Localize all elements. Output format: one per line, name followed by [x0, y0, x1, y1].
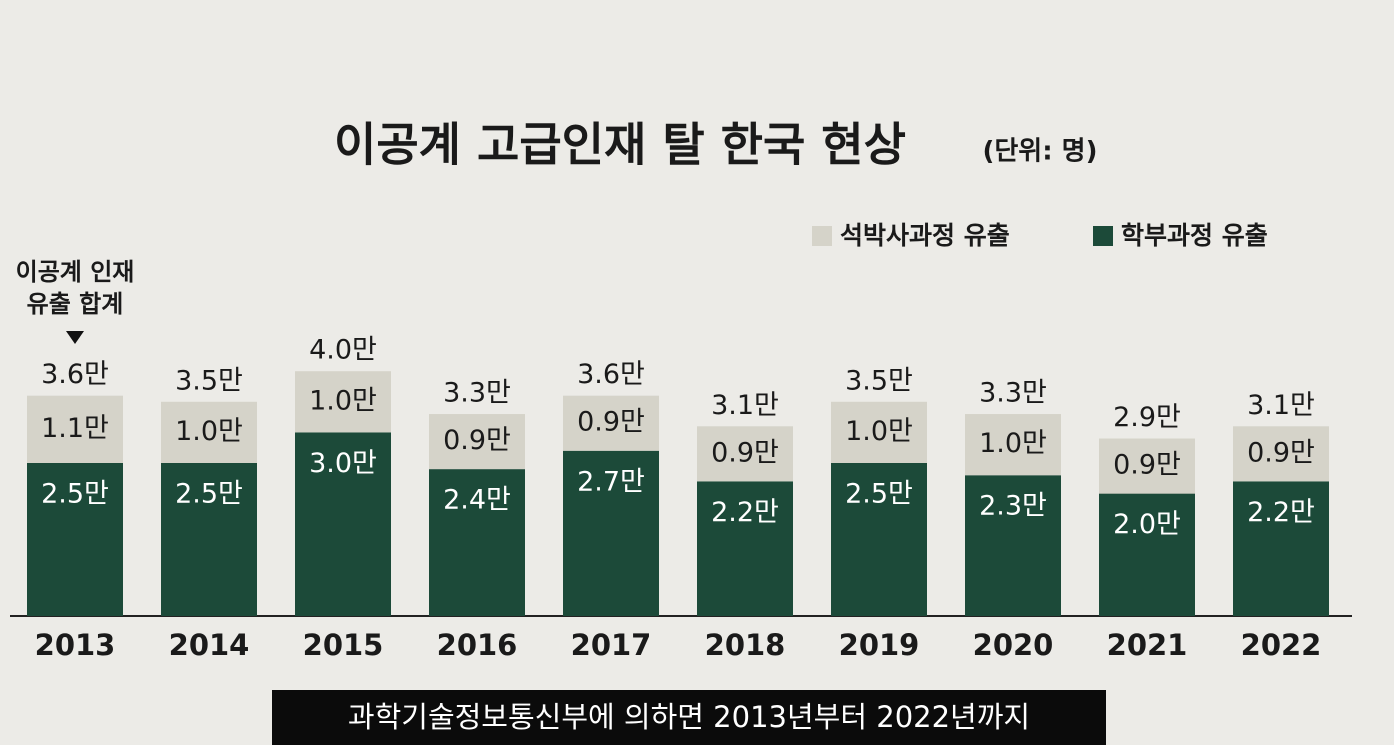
value-label: 1.0만: [979, 428, 1047, 459]
bar-segment: [965, 475, 1061, 616]
bar-segment: [1233, 481, 1329, 616]
value-label: 2.5만: [175, 479, 243, 510]
x-tick-label: 2021: [1107, 628, 1188, 662]
value-label: 1.1만: [41, 413, 109, 444]
bar-segment: [563, 395, 659, 451]
annotation-arrow: [66, 331, 84, 344]
bar-segment: [27, 395, 123, 463]
bar-segment: [1099, 438, 1195, 494]
bar-segment: [161, 463, 257, 616]
value-label: 2.5만: [41, 479, 109, 510]
value-label: 0.9만: [443, 425, 511, 456]
value-label: 1.0만: [845, 416, 913, 447]
value-label: 2.3만: [979, 491, 1047, 522]
value-label: 0.9만: [711, 437, 779, 468]
legend-label: 석박사과정 유출: [840, 221, 1010, 250]
value-label: 0.9만: [1113, 450, 1181, 481]
bar-segment: [295, 371, 391, 433]
legend-swatch: [812, 226, 832, 246]
caption-box: [272, 690, 1106, 745]
caption: 과학기술정보통신부에 의하면 2013년부터 2022년까지: [348, 700, 1030, 734]
value-label: 2.5만: [845, 479, 913, 510]
total-label: 3.3만: [979, 378, 1047, 409]
chart-title: 이공계 고급인재 탈 한국 현상: [334, 118, 906, 172]
unit-label: (단위: 명): [983, 137, 1098, 167]
value-label: 2.2만: [1247, 497, 1315, 528]
total-label: 3.6만: [41, 359, 109, 390]
value-label: 2.2만: [711, 497, 779, 528]
x-tick-label: 2022: [1241, 628, 1322, 662]
bar-segment: [697, 426, 793, 482]
x-tick-label: 2016: [437, 628, 518, 662]
total-label: 3.1만: [1247, 390, 1315, 421]
total-label: 3.5만: [175, 365, 243, 396]
bar-segment: [831, 401, 927, 463]
total-label: 3.1만: [711, 390, 779, 421]
total-label: 3.6만: [577, 359, 645, 390]
value-label: 3.0만: [309, 448, 377, 479]
annotation: 이공계 인재: [16, 258, 135, 286]
bar-segment: [1233, 426, 1329, 482]
x-tick-label: 2013: [35, 628, 116, 662]
total-label: 4.0만: [309, 335, 377, 366]
x-tick-label: 2019: [839, 628, 920, 662]
value-label: 0.9만: [577, 407, 645, 438]
bar-segment: [429, 414, 525, 470]
x-tick-label: 2014: [169, 628, 250, 662]
bar-segment: [831, 463, 927, 616]
value-label: 1.0만: [309, 385, 377, 416]
bar-segment: [563, 450, 659, 616]
bar-segment: [697, 481, 793, 616]
value-label: 2.7만: [577, 466, 645, 497]
bar-segment: [965, 414, 1061, 476]
bar-segment: [295, 432, 391, 616]
bar-segment: [1099, 493, 1195, 616]
x-tick-label: 2015: [303, 628, 384, 662]
legend-label: 학부과정 유출: [1121, 221, 1268, 250]
total-label: 3.5만: [845, 365, 913, 396]
bar-segment: [27, 463, 123, 616]
legend-swatch: [1093, 226, 1113, 246]
x-tick-label: 2020: [973, 628, 1054, 662]
total-label: 3.3만: [443, 378, 511, 409]
total-label: 2.9만: [1113, 402, 1181, 433]
bar-segment: [161, 401, 257, 463]
bar-segment: [429, 469, 525, 616]
x-tick-label: 2018: [705, 628, 786, 662]
value-label: 2.4만: [443, 485, 511, 516]
value-label: 1.0만: [175, 416, 243, 447]
x-tick-label: 2017: [571, 628, 652, 662]
annotation: 유출 합계: [27, 290, 124, 318]
value-label: 0.9만: [1247, 437, 1315, 468]
value-label: 2.0만: [1113, 509, 1181, 540]
